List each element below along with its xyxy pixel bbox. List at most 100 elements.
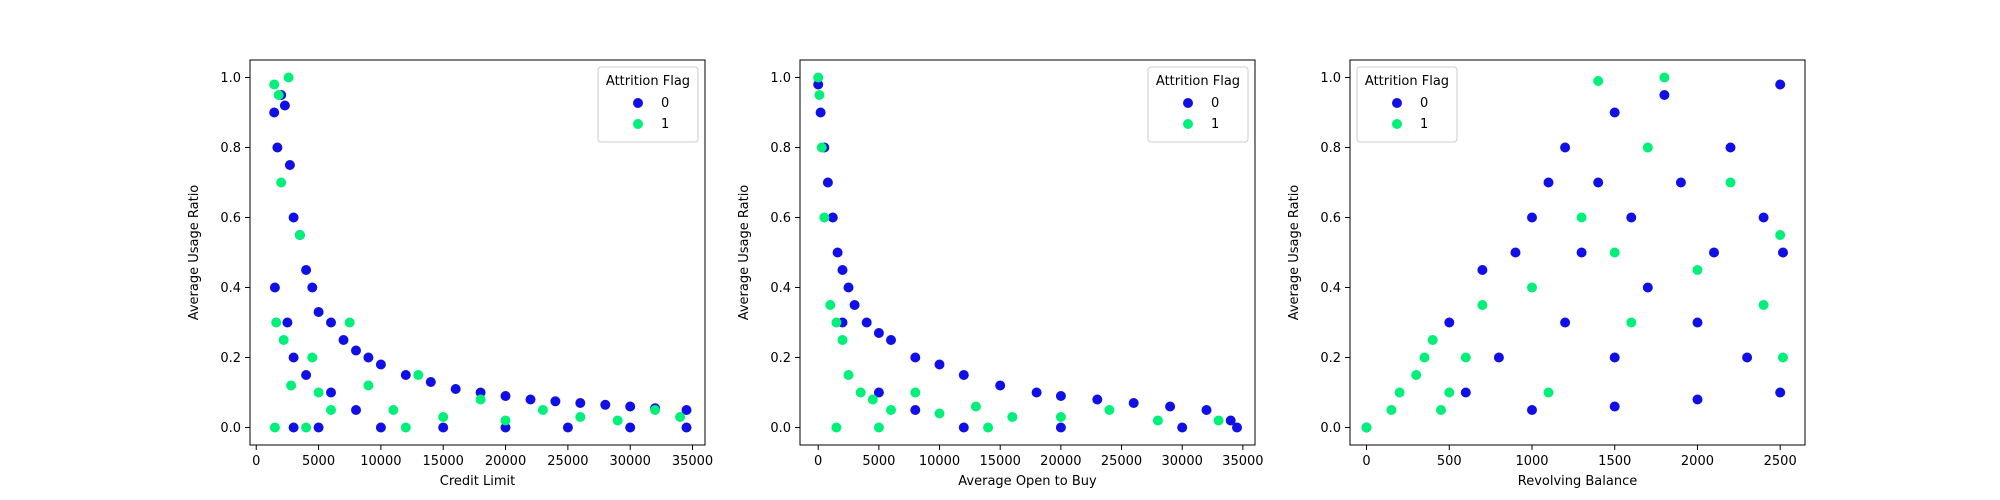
data-point-series-1 — [813, 72, 824, 83]
x-tick-label: 15000 — [423, 454, 464, 469]
data-point-series-1 — [814, 90, 825, 100]
data-point-series-1 — [886, 405, 896, 415]
plot-frame — [799, 59, 1256, 446]
data-point-series-1 — [1775, 230, 1786, 240]
data-point-series-0 — [1560, 317, 1571, 328]
data-point-series-1 — [537, 405, 548, 415]
data-point-series-0 — [307, 282, 318, 293]
data-point-series-1 — [400, 422, 411, 433]
data-point-series-0 — [1201, 405, 1212, 415]
data-point-series-1 — [1436, 405, 1446, 415]
data-point-series-0 — [1510, 247, 1521, 258]
data-point-series-0 — [301, 265, 312, 275]
data-point-series-0 — [375, 359, 386, 370]
y-tick-label: 1.0 — [770, 71, 791, 86]
data-point-series-1 — [819, 212, 830, 223]
data-point-series-1 — [413, 370, 424, 380]
data-point-series-0 — [1609, 352, 1620, 363]
data-point-series-0 — [958, 422, 969, 433]
x-tick-label: 10000 — [360, 454, 401, 469]
data-point-series-0 — [1444, 317, 1455, 328]
y-tick-label: 0.6 — [1320, 211, 1341, 226]
data-point-series-0 — [1527, 212, 1537, 223]
data-point-series-0 — [438, 422, 449, 433]
data-point-series-0 — [1477, 265, 1488, 275]
data-point-series-0 — [1543, 177, 1554, 188]
legend-title: Attrition Flag — [1156, 74, 1240, 89]
data-point-series-0 — [1031, 387, 1042, 398]
data-point-series-0 — [827, 212, 838, 223]
data-point-series-1 — [1576, 212, 1587, 223]
data-point-series-0 — [1560, 142, 1571, 153]
data-point-series-0 — [1775, 79, 1786, 90]
y-axis-label: Average Usage Ratio — [1287, 185, 1302, 321]
data-point-series-1 — [825, 300, 836, 310]
data-point-series-0 — [450, 384, 461, 394]
chart-panel-1: 0 5000 10000 15000 20000 25000 30000 35000 0.0 0.… — [187, 59, 713, 489]
data-point-series-1 — [1609, 247, 1620, 258]
data-point-series-0 — [625, 422, 636, 433]
data-point-series-1 — [273, 90, 284, 100]
data-point-series-1 — [1593, 76, 1604, 86]
data-point-series-0 — [288, 422, 299, 433]
y-tick-label: 0.8 — [770, 141, 791, 156]
data-point-series-1 — [1778, 352, 1788, 363]
data-point-series-0 — [1692, 394, 1703, 405]
legend-title: Attrition Flag — [606, 74, 690, 89]
data-point-series-1 — [1477, 300, 1488, 310]
x-tick-label: 1000 — [1515, 454, 1548, 469]
data-point-series-1 — [1527, 282, 1537, 293]
data-point-series-1 — [910, 387, 921, 398]
data-point-series-0 — [525, 394, 536, 405]
data-point-series-0 — [849, 300, 860, 310]
data-point-series-1 — [269, 422, 280, 433]
data-point-series-0 — [600, 399, 611, 410]
data-point-series-0 — [279, 100, 290, 111]
data-point-series-0 — [1659, 90, 1670, 100]
data-point-series-1 — [301, 422, 312, 433]
data-point-series-0 — [1758, 212, 1769, 223]
x-tick-label: 25000 — [1101, 454, 1142, 469]
legend: Attrition Flag 0 1 — [597, 66, 699, 143]
data-point-series-0 — [272, 142, 283, 153]
legend-marker-0 — [1392, 98, 1402, 108]
data-point-series-0 — [681, 422, 692, 433]
data-point-series-1 — [1692, 265, 1703, 275]
data-point-series-1 — [650, 405, 661, 415]
data-point-series-1 — [831, 317, 842, 328]
data-point-series-0 — [338, 335, 349, 345]
data-point-series-1 — [1460, 352, 1471, 363]
data-point-series-1 — [1543, 387, 1554, 398]
data-point-series-1 — [873, 422, 884, 433]
data-point-series-1 — [1152, 415, 1163, 426]
data-point-series-1 — [1055, 412, 1066, 422]
data-point-series-1 — [843, 370, 854, 380]
y-tick-label: 0.6 — [770, 211, 791, 226]
legend-marker-1 — [633, 119, 643, 129]
data-point-series-0 — [843, 282, 854, 293]
data-point-series-0 — [575, 398, 586, 408]
data-point-series-1 — [313, 387, 324, 398]
data-point-series-1 — [475, 394, 486, 405]
y-tick-label: 1.0 — [220, 71, 241, 86]
data-point-series-0 — [282, 317, 293, 328]
legend-marker-0 — [1183, 98, 1193, 108]
data-point-series-1 — [612, 415, 623, 426]
legend-entry-0: 0 — [1420, 96, 1428, 111]
x-tick-label: 25000 — [547, 454, 588, 469]
data-point-series-1 — [294, 230, 305, 240]
data-point-series-0 — [837, 265, 848, 275]
y-tick-label: 0.2 — [220, 351, 241, 366]
data-point-series-0 — [1642, 282, 1653, 293]
data-point-series-1 — [970, 401, 981, 412]
data-point-series-1 — [1411, 370, 1422, 380]
data-point-series-1 — [1642, 142, 1653, 153]
x-tick-label: 5000 — [862, 454, 895, 469]
data-point-series-1 — [271, 317, 282, 328]
data-point-series-1 — [837, 335, 848, 345]
data-point-series-0 — [1778, 247, 1788, 258]
x-tick-label: 15000 — [980, 454, 1021, 469]
data-point-series-0 — [995, 380, 1006, 391]
y-tick-label: 0.8 — [1320, 141, 1341, 156]
